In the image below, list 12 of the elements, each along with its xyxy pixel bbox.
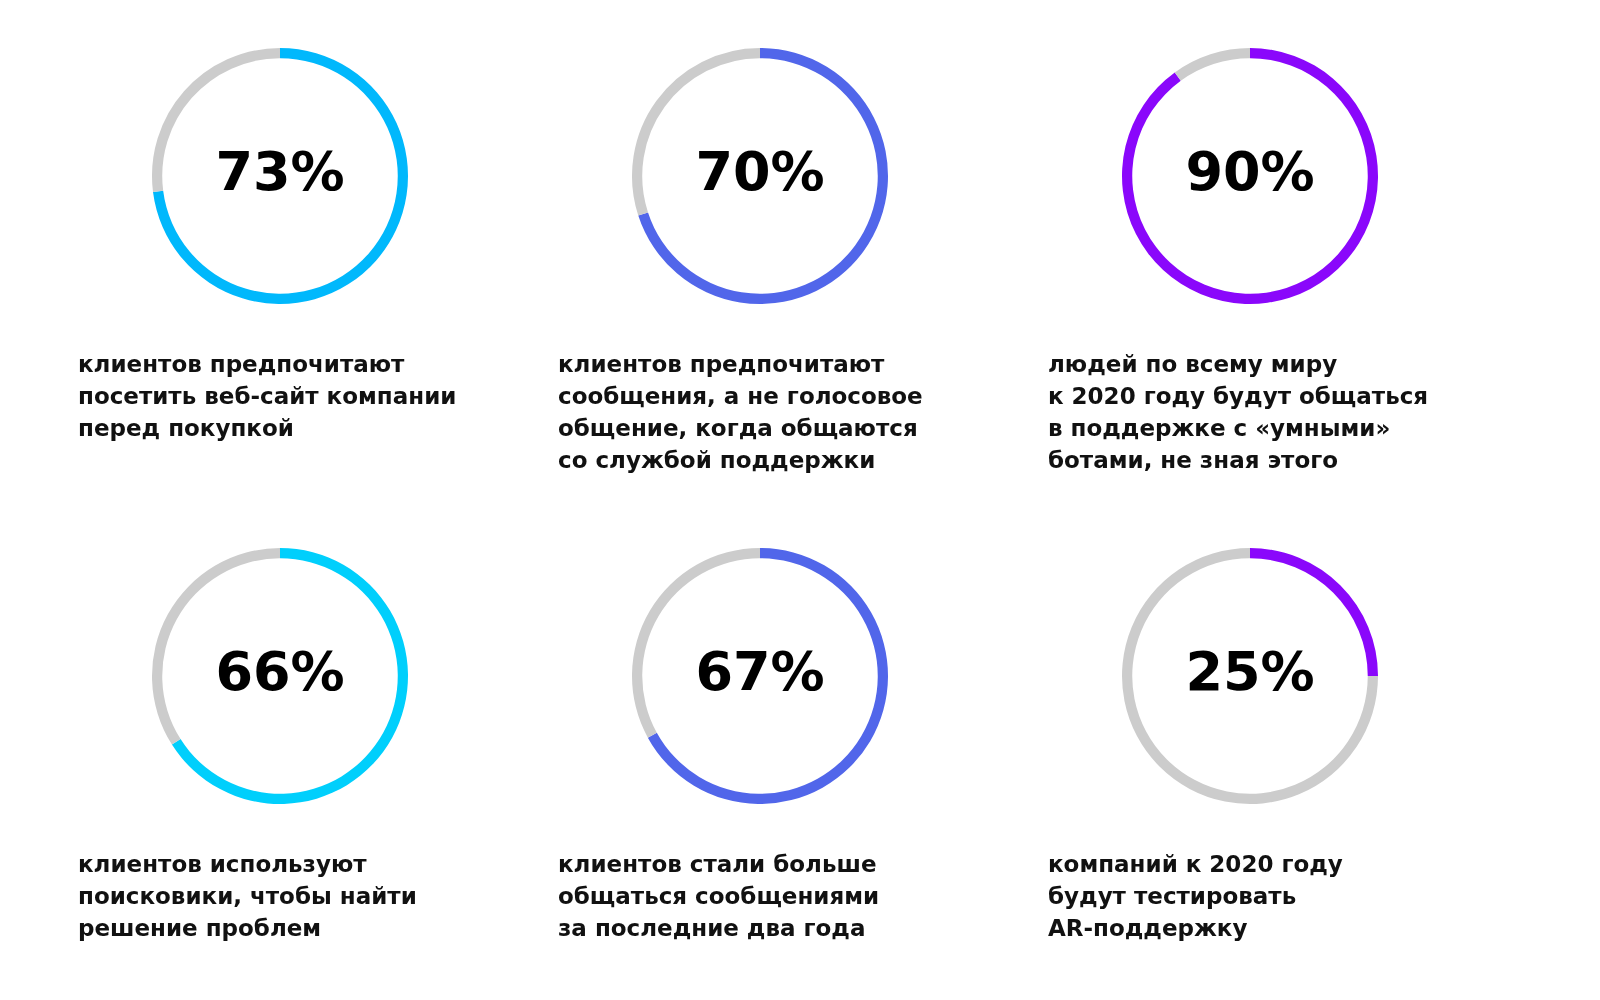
data-label: 67% [695, 640, 825, 704]
data-label: 25% [1185, 640, 1315, 704]
data-label: 66% [215, 640, 345, 704]
text: клиентов стали больше общаться сообщениями за последние два года [558, 850, 881, 943]
text: клиентов предпочитают посетить веб-сайт компании перед покупкой [78, 350, 458, 443]
text: компаний к 2020 году будут тестировать AR-поддержку [1048, 850, 1344, 943]
text: клиентов предпочитают сообщения, а не голосовое общение, когда общаются со службой поддержки [558, 350, 924, 475]
data-label: 90% [1185, 140, 1315, 204]
text: клиентов используют поисковики, чтобы найти решение проблем [78, 850, 418, 943]
data-label: 73% [215, 140, 345, 204]
data-label: 70% [695, 140, 825, 204]
text: людей по всему миру к 2020 году будут общаться в поддержке с «умными» ботами, не зная этого [1048, 350, 1430, 475]
